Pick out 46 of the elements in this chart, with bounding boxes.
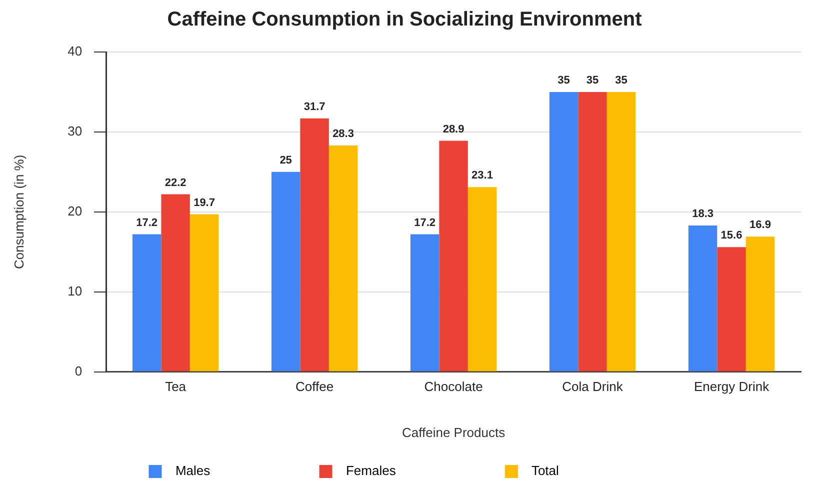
bar — [190, 214, 219, 372]
data-label: 35 — [615, 74, 628, 87]
y-tick-label: 10 — [68, 283, 82, 298]
data-label: 31.7 — [304, 100, 326, 113]
data-label: 22.2 — [164, 176, 186, 189]
bar — [717, 247, 746, 372]
data-label: 28.9 — [442, 123, 464, 136]
data-label: 35 — [586, 74, 599, 87]
data-label: 16.9 — [750, 219, 771, 232]
bar — [410, 234, 440, 372]
x-tick-label: Chocolate — [424, 379, 483, 394]
bar — [439, 140, 468, 372]
legend-label: Females — [338, 463, 497, 478]
bar — [328, 146, 358, 372]
data-label: 35 — [558, 74, 570, 87]
bar — [161, 194, 190, 372]
y-tick-label: 20 — [68, 203, 82, 218]
x-tick-label: Coffee — [296, 379, 334, 394]
x-tick-label: Cola Drink — [562, 379, 624, 394]
data-label: 19.7 — [194, 196, 215, 209]
x-tick-label: Tea — [165, 379, 187, 394]
bar — [688, 225, 718, 372]
data-label: 23.1 — [472, 170, 493, 182]
data-label: 18.3 — [692, 208, 714, 220]
legend-label: Total — [524, 463, 660, 478]
data-label: 15.6 — [720, 230, 742, 242]
y-tick-label: 30 — [68, 124, 82, 139]
data-label: 28.3 — [332, 128, 354, 140]
bar — [468, 187, 497, 372]
bar — [132, 234, 162, 372]
y-tick-label: 0 — [74, 363, 82, 378]
bar — [300, 118, 329, 372]
bar — [746, 236, 775, 372]
x-axis-title: Caffeine Products — [402, 424, 506, 440]
data-label: 25 — [280, 154, 292, 166]
bar — [549, 92, 578, 372]
x-tick-label: Energy Drink — [694, 379, 770, 394]
bar — [271, 172, 300, 372]
bar — [606, 92, 636, 372]
legend-label: Males — [168, 463, 312, 478]
data-label: 17.2 — [414, 216, 436, 229]
y-axis-title: Consumption (in %) — [11, 154, 26, 269]
y-tick-label: 40 — [68, 44, 82, 59]
chart-title: Caffeine Consumption in Socializing Environment — [167, 8, 642, 31]
bar — [578, 92, 607, 372]
data-label: 17.2 — [136, 216, 158, 229]
